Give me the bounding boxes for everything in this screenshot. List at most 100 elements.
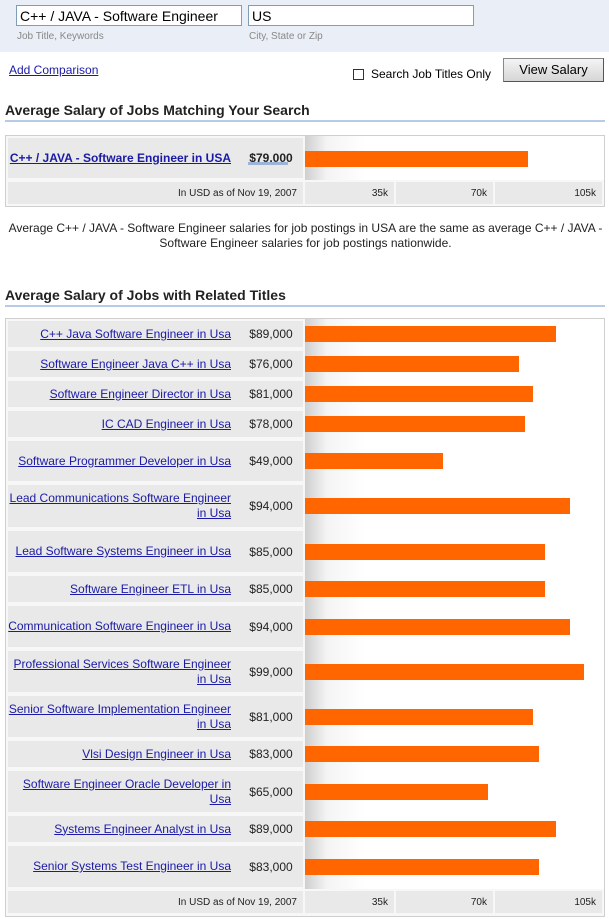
related-salary: $65,000	[239, 771, 303, 812]
related-title-link[interactable]: Software Programmer Developer in Usa	[18, 453, 231, 468]
related-bar-cell	[305, 814, 604, 844]
related-row: Senior Systems Test Engineer in Usa $83,0…	[6, 844, 604, 889]
related-salary: $99,000	[239, 651, 303, 692]
related-salary: $85,000	[239, 576, 303, 602]
related-salary: $94,000	[239, 606, 303, 647]
related-bar	[305, 664, 584, 680]
related-salary: $81,000	[239, 381, 303, 407]
search-titles-only-checkbox[interactable]	[353, 69, 364, 80]
related-title-link[interactable]: Vlsi Design Engineer in Usa	[82, 746, 231, 761]
related-title-link[interactable]: Senior Systems Test Engineer in Usa	[33, 859, 231, 873]
related-row: Lead Software Systems Engineer in Usa $85…	[6, 529, 604, 574]
related-bar-cell	[305, 694, 604, 739]
related-bar-cell	[305, 409, 604, 439]
job-title-input[interactable]	[16, 5, 242, 26]
related-row: Senior Software Implementation Engineer …	[6, 694, 604, 739]
related-bar	[305, 746, 539, 762]
matching-title-link[interactable]: C++ / JAVA - Software Engineer in USA	[9, 150, 231, 165]
related-title-link[interactable]: Systems Engineer Analyst in Usa	[54, 821, 231, 836]
related-title-cell: Senior Systems Test Engineer in Usa	[8, 846, 239, 887]
related-row: Systems Engineer Analyst in Usa $89,000	[6, 814, 604, 844]
related-title-cell: Software Engineer Director in Usa	[8, 381, 239, 407]
related-salary: $76,000	[239, 351, 303, 377]
related-bar-cell	[305, 604, 604, 649]
related-bar-cell	[305, 483, 604, 529]
related-bar	[305, 709, 533, 725]
matching-title-cell: C++ / JAVA - Software Engineer in USA	[8, 138, 239, 178]
related-bar	[305, 356, 519, 372]
related-title-link[interactable]: Lead Communications Software Engineer in…	[9, 491, 231, 520]
matching-tick-70k: 70k	[396, 182, 493, 204]
related-bar-cell	[305, 319, 604, 349]
related-rule	[5, 305, 605, 307]
related-bar-cell	[305, 379, 604, 409]
related-axis: In USD as of Nov 19, 2007 35k 70k 105k	[6, 889, 604, 915]
related-salary: $85,000	[239, 531, 303, 572]
matching-rule	[5, 120, 605, 122]
view-salary-button[interactable]: View Salary	[503, 58, 604, 82]
related-title-link[interactable]: Software Engineer ETL in Usa	[70, 581, 231, 596]
related-title-link[interactable]: Software Engineer Java C++ in Usa	[40, 356, 231, 371]
related-salary: $49,000	[239, 441, 303, 481]
matching-panel: C++ / JAVA - Software Engineer in USA $7…	[5, 135, 605, 207]
matching-bar-cell	[305, 136, 604, 180]
matching-tick-35k: 35k	[305, 182, 394, 204]
location-input[interactable]	[248, 5, 474, 26]
matching-bar	[305, 151, 528, 167]
location-help: City, State or Zip	[249, 31, 323, 42]
related-title-link[interactable]: Software Engineer Director in Usa	[49, 386, 231, 401]
add-comparison-link[interactable]: Add Comparison	[9, 63, 99, 77]
related-row: Professional Services Software Engineer …	[6, 649, 604, 694]
matching-heading: Average Salary of Jobs Matching Your Sea…	[5, 102, 310, 118]
related-row: Software Engineer Director in Usa $81,000	[6, 379, 604, 409]
related-row: Software Programmer Developer in Usa $49,…	[6, 439, 604, 483]
related-title-link[interactable]: C++ Java Software Engineer in Usa	[40, 326, 231, 341]
related-title-cell: Professional Services Software Engineer …	[8, 651, 239, 692]
matching-axis-caption: In USD as of Nov 19, 2007	[8, 182, 303, 204]
related-bar	[305, 619, 570, 635]
related-salary: $83,000	[239, 741, 303, 767]
related-row: Lead Communications Software Engineer in…	[6, 483, 604, 529]
related-row: Software Engineer Oracle Developer in Us…	[6, 769, 604, 814]
related-panel: C++ Java Software Engineer in Usa $89,000…	[5, 318, 605, 917]
related-title-link[interactable]: Communication Software Engineer in Usa	[8, 619, 231, 633]
related-bar	[305, 416, 525, 432]
related-tick-105k: 105k	[495, 891, 602, 913]
related-bar	[305, 784, 488, 800]
related-salary: $89,000	[239, 816, 303, 842]
related-title-cell: Lead Software Systems Engineer in Usa	[8, 531, 239, 572]
related-bar-cell	[305, 529, 604, 574]
job-title-help: Job Title, Keywords	[17, 31, 104, 42]
related-bar-cell	[305, 649, 604, 694]
related-row: Software Engineer Java C++ in Usa $76,000	[6, 349, 604, 379]
related-salary: $81,000	[239, 696, 303, 737]
matching-axis: In USD as of Nov 19, 2007 35k 70k 105k	[6, 180, 604, 206]
related-bar-cell	[305, 739, 604, 769]
related-tick-70k: 70k	[396, 891, 493, 913]
related-row: Communication Software Engineer in Usa $9…	[6, 604, 604, 649]
matching-salary: $79,000	[239, 138, 303, 178]
related-title-cell: C++ Java Software Engineer in Usa	[8, 321, 239, 347]
related-title-link[interactable]: Professional Services Software Engineer …	[13, 656, 231, 686]
related-title-cell: Senior Software Implementation Engineer …	[8, 696, 239, 737]
related-bar-cell	[305, 769, 604, 814]
related-axis-caption: In USD as of Nov 19, 2007	[8, 891, 303, 913]
related-title-link[interactable]: Software Engineer Oracle Developer in Us…	[22, 776, 231, 806]
related-title-link[interactable]: IC CAD Engineer in Usa	[101, 416, 231, 431]
salary-note: Average C++ / JAVA - Software Engineer s…	[8, 221, 603, 250]
related-heading: Average Salary of Jobs with Related Titl…	[5, 287, 286, 303]
matching-salary-underline	[248, 162, 288, 165]
matching-tick-105k: 105k	[495, 182, 602, 204]
related-title-cell: Software Engineer Oracle Developer in Us…	[8, 771, 239, 812]
related-row: IC CAD Engineer in Usa $78,000	[6, 409, 604, 439]
related-title-link[interactable]: Senior Software Implementation Engineer …	[8, 701, 231, 731]
related-bar	[305, 821, 556, 837]
related-bar	[305, 859, 539, 875]
related-title-link[interactable]: Lead Software Systems Engineer in Usa	[15, 544, 231, 558]
related-bar	[305, 581, 545, 597]
related-bar	[305, 453, 443, 469]
related-salary: $89,000	[239, 321, 303, 347]
search-bar: Job Title, Keywords City, State or Zip	[0, 0, 609, 52]
related-row: Software Engineer ETL in Usa $85,000	[6, 574, 604, 604]
related-title-cell: Communication Software Engineer in Usa	[8, 606, 239, 647]
